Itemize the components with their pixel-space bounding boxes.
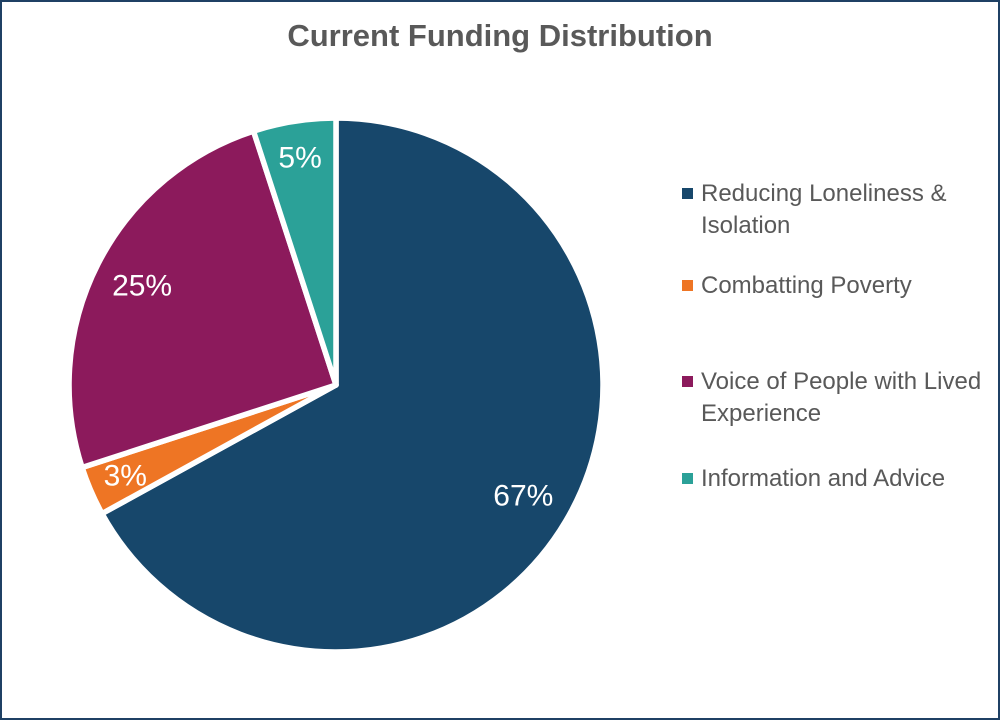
legend-label: Reducing Loneliness & Isolation <box>701 180 947 239</box>
pie-slice-percent-label: 5% <box>278 142 321 175</box>
legend-swatch-icon <box>682 188 693 199</box>
legend-item: Information and Advice <box>682 463 998 495</box>
chart-legend: Reducing Loneliness & Isolation Combatti… <box>682 178 998 495</box>
legend-item: Voice of People with Lived Experience <box>682 366 998 430</box>
legend-swatch-icon <box>682 472 693 484</box>
pie-slice-2 <box>66 128 339 471</box>
pie-slice-percent-label: 25% <box>112 270 172 303</box>
pie-slice-0 <box>99 115 606 655</box>
legend-label: Information and Advice <box>701 464 946 492</box>
legend-item: Reducing Loneliness & Isolation <box>682 178 998 242</box>
pie-slice-3 <box>250 115 339 388</box>
legend-label: Combatting Poverty <box>701 271 912 299</box>
pie-slice-percent-label: 3% <box>104 460 147 493</box>
legend-swatch-icon <box>682 279 693 291</box>
legend-label: Voice of People with Lived Experience <box>701 367 982 427</box>
chart-title: Current Funding Distribution <box>287 18 713 53</box>
pie-slice-percent-label: 67% <box>493 479 553 512</box>
legend-item: Combatting Poverty <box>682 270 998 302</box>
legend-swatch-icon <box>682 375 693 387</box>
